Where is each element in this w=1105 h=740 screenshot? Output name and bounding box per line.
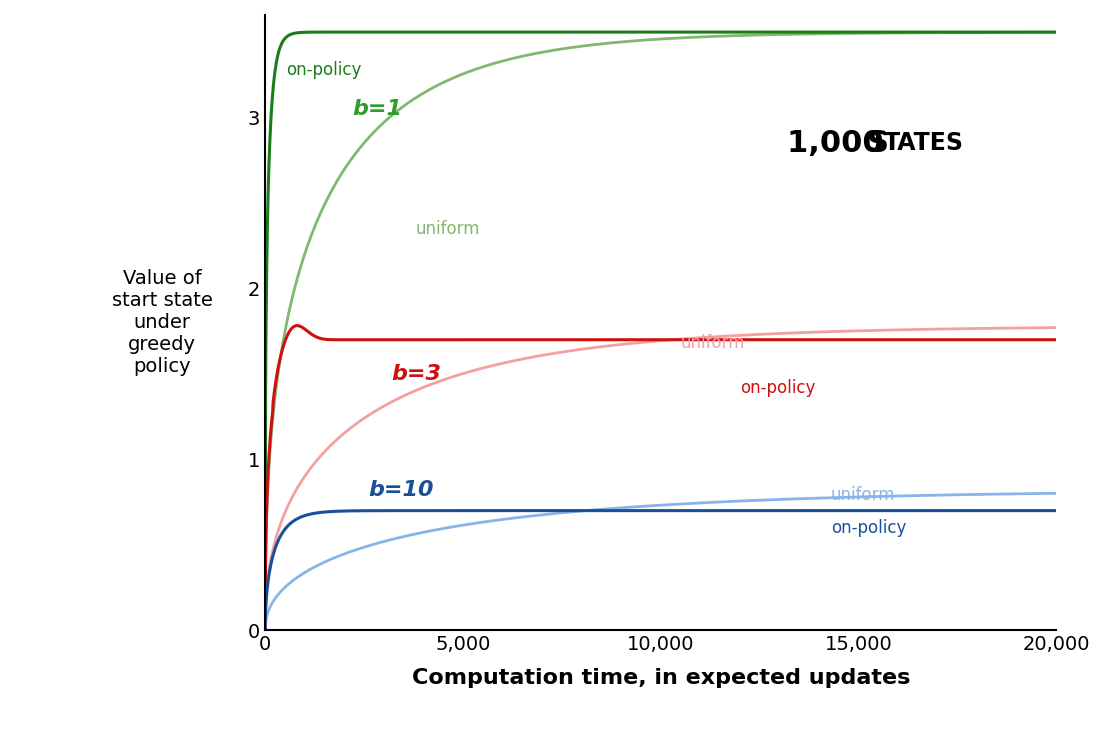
Text: uniform: uniform [681,334,745,352]
Text: b=10: b=10 [368,480,433,500]
Text: on-policy: on-policy [831,519,906,536]
X-axis label: Computation time, in expected updates: Computation time, in expected updates [411,668,909,688]
Text: on-policy: on-policy [286,61,361,78]
Y-axis label: Value of
start state
under
greedy
policy: Value of start state under greedy policy [112,269,213,376]
Text: on-policy: on-policy [740,379,815,397]
Text: uniform: uniform [415,220,480,238]
Text: b=3: b=3 [392,364,442,384]
Text: S: S [866,129,888,158]
Text: TATES: TATES [884,131,965,155]
Text: 1,000: 1,000 [787,129,895,158]
Text: b=1: b=1 [352,99,402,119]
Text: uniform: uniform [831,486,895,504]
